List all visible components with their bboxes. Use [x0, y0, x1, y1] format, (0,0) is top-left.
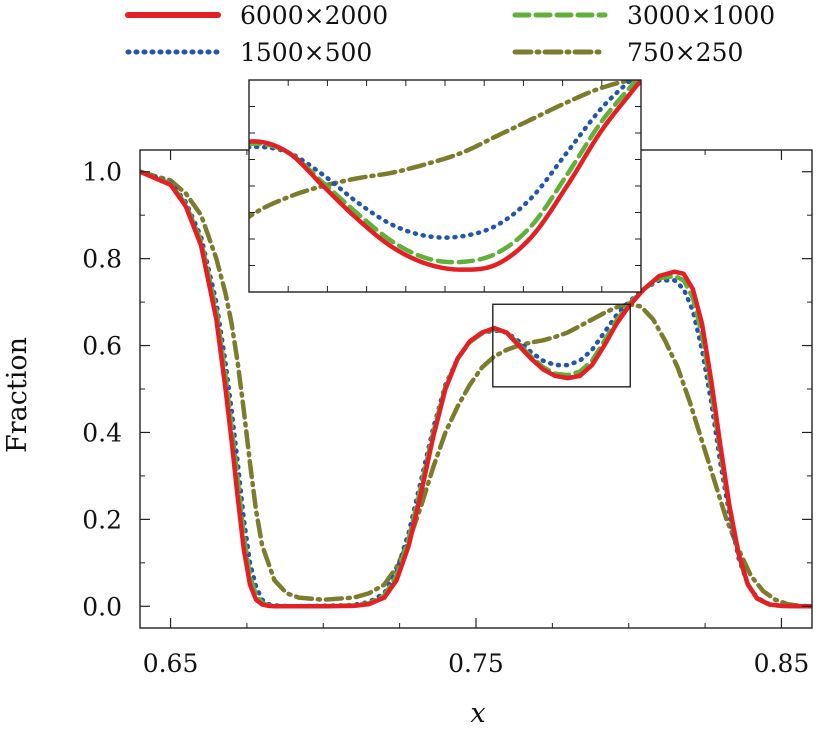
- y-tick-label: 0.0: [82, 592, 122, 621]
- legend: 6000×2000 3000×1000 1500×500 750×250: [125, 1, 775, 67]
- x-tick-label: 0.65: [143, 649, 199, 678]
- legend-item-6000-2000: 6000×2000: [125, 1, 388, 30]
- inset-series-line-3000-1000: [249, 80, 640, 265]
- main-series-group: [140, 169, 812, 609]
- legend-label-1500-500: 1500×500: [240, 38, 372, 67]
- inset-plot: [248, 79, 642, 293]
- y-axis-label: Fraction: [2, 337, 33, 453]
- y-tick-label: 0.8: [82, 245, 122, 274]
- legend-item-3000-1000: 3000×1000: [512, 1, 775, 30]
- legend-label-750-250: 750×250: [627, 38, 743, 67]
- x-tick-label: 0.75: [448, 649, 504, 678]
- y-tick-label: 0.2: [82, 505, 122, 534]
- inset-series-line-750-250: [249, 80, 641, 220]
- series-line-6000-2000: [140, 169, 812, 609]
- legend-item-750-250: 750×250: [512, 38, 743, 67]
- x-axis-label: x: [470, 698, 485, 729]
- y-tick-label: 1.0: [82, 158, 122, 187]
- inset-zoom-region: [492, 303, 631, 388]
- series-line-750-250: [140, 169, 812, 609]
- legend-label-6000-2000: 6000×2000: [240, 1, 388, 30]
- main-plot: 0.0 0.2 0.4 0.6 0.8 1.0 0.65 0.75 0.85: [82, 149, 813, 678]
- x-tick-label: 0.85: [754, 649, 810, 678]
- y-tick-label: 0.4: [82, 418, 122, 447]
- legend-item-1500-500: 1500×500: [125, 38, 372, 67]
- y-tick-label: 0.6: [82, 332, 122, 361]
- legend-label-3000-1000: 3000×1000: [627, 1, 775, 30]
- inset-background: [249, 80, 641, 292]
